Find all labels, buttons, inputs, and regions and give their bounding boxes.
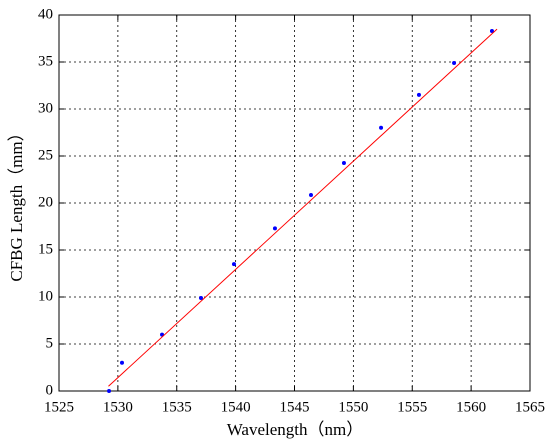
y-tick-label: 0 <box>46 382 54 398</box>
x-tick-label: 1545 <box>280 399 310 415</box>
data-point <box>119 360 124 365</box>
data-point <box>107 389 112 393</box>
data-point <box>341 161 346 166</box>
y-tick-label: 15 <box>38 241 53 257</box>
data-point <box>489 28 494 33</box>
data-point <box>416 92 421 97</box>
data-point <box>272 226 277 231</box>
y-tick-label: 25 <box>38 147 53 163</box>
x-tick-label: 1530 <box>103 399 133 415</box>
x-axis-label: Wavelength（nm） <box>227 420 364 439</box>
x-tick-label: 1555 <box>397 399 427 415</box>
x-tick-label: 1535 <box>162 399 192 415</box>
y-tick-label: 5 <box>46 335 54 351</box>
y-tick-label: 20 <box>38 194 53 210</box>
x-tick-label: 1560 <box>456 399 486 415</box>
fit-line <box>108 28 498 387</box>
y-tick-label: 30 <box>38 100 53 116</box>
data-point <box>199 295 204 300</box>
y-tick-label: 35 <box>38 53 53 69</box>
y-axis-label: CFBG Length（mm） <box>7 124 26 281</box>
plot-frame <box>58 14 531 392</box>
data-point <box>379 125 384 130</box>
data-point <box>452 60 457 65</box>
x-tick-label: 1550 <box>338 399 368 415</box>
x-tick-label: 1540 <box>221 399 251 415</box>
y-tick-label: 10 <box>38 288 53 304</box>
data-point <box>231 262 236 267</box>
data-point <box>308 193 313 198</box>
x-tick-label: 1525 <box>44 399 74 415</box>
y-tick-label: 40 <box>38 6 53 22</box>
x-tick-label: 1565 <box>515 399 545 415</box>
